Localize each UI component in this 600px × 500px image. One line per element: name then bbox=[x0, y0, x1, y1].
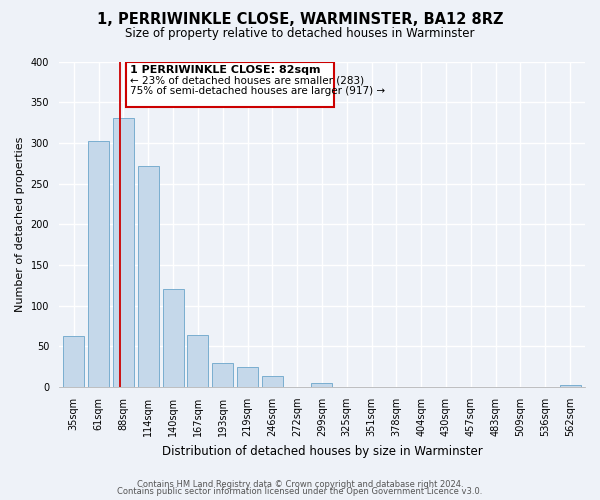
Text: 1, PERRIWINKLE CLOSE, WARMINSTER, BA12 8RZ: 1, PERRIWINKLE CLOSE, WARMINSTER, BA12 8… bbox=[97, 12, 503, 28]
Bar bbox=[113, 118, 134, 387]
Y-axis label: Number of detached properties: Number of detached properties bbox=[15, 136, 25, 312]
Text: Contains HM Land Registry data © Crown copyright and database right 2024.: Contains HM Land Registry data © Crown c… bbox=[137, 480, 463, 489]
Text: 75% of semi-detached houses are larger (917) →: 75% of semi-detached houses are larger (… bbox=[130, 86, 385, 96]
Bar bbox=[212, 364, 233, 387]
Bar bbox=[63, 336, 85, 387]
Bar bbox=[262, 376, 283, 387]
Bar bbox=[88, 141, 109, 387]
Bar bbox=[311, 383, 332, 387]
FancyBboxPatch shape bbox=[126, 62, 334, 107]
Text: ← 23% of detached houses are smaller (283): ← 23% of detached houses are smaller (28… bbox=[130, 76, 364, 86]
Text: Contains public sector information licensed under the Open Government Licence v3: Contains public sector information licen… bbox=[118, 487, 482, 496]
Text: 1 PERRIWINKLE CLOSE: 82sqm: 1 PERRIWINKLE CLOSE: 82sqm bbox=[130, 65, 320, 75]
Bar bbox=[560, 384, 581, 387]
X-axis label: Distribution of detached houses by size in Warminster: Distribution of detached houses by size … bbox=[161, 444, 482, 458]
Bar bbox=[163, 290, 184, 387]
Bar bbox=[237, 368, 258, 387]
Bar bbox=[187, 335, 208, 387]
Bar bbox=[137, 166, 159, 387]
Text: Size of property relative to detached houses in Warminster: Size of property relative to detached ho… bbox=[125, 28, 475, 40]
